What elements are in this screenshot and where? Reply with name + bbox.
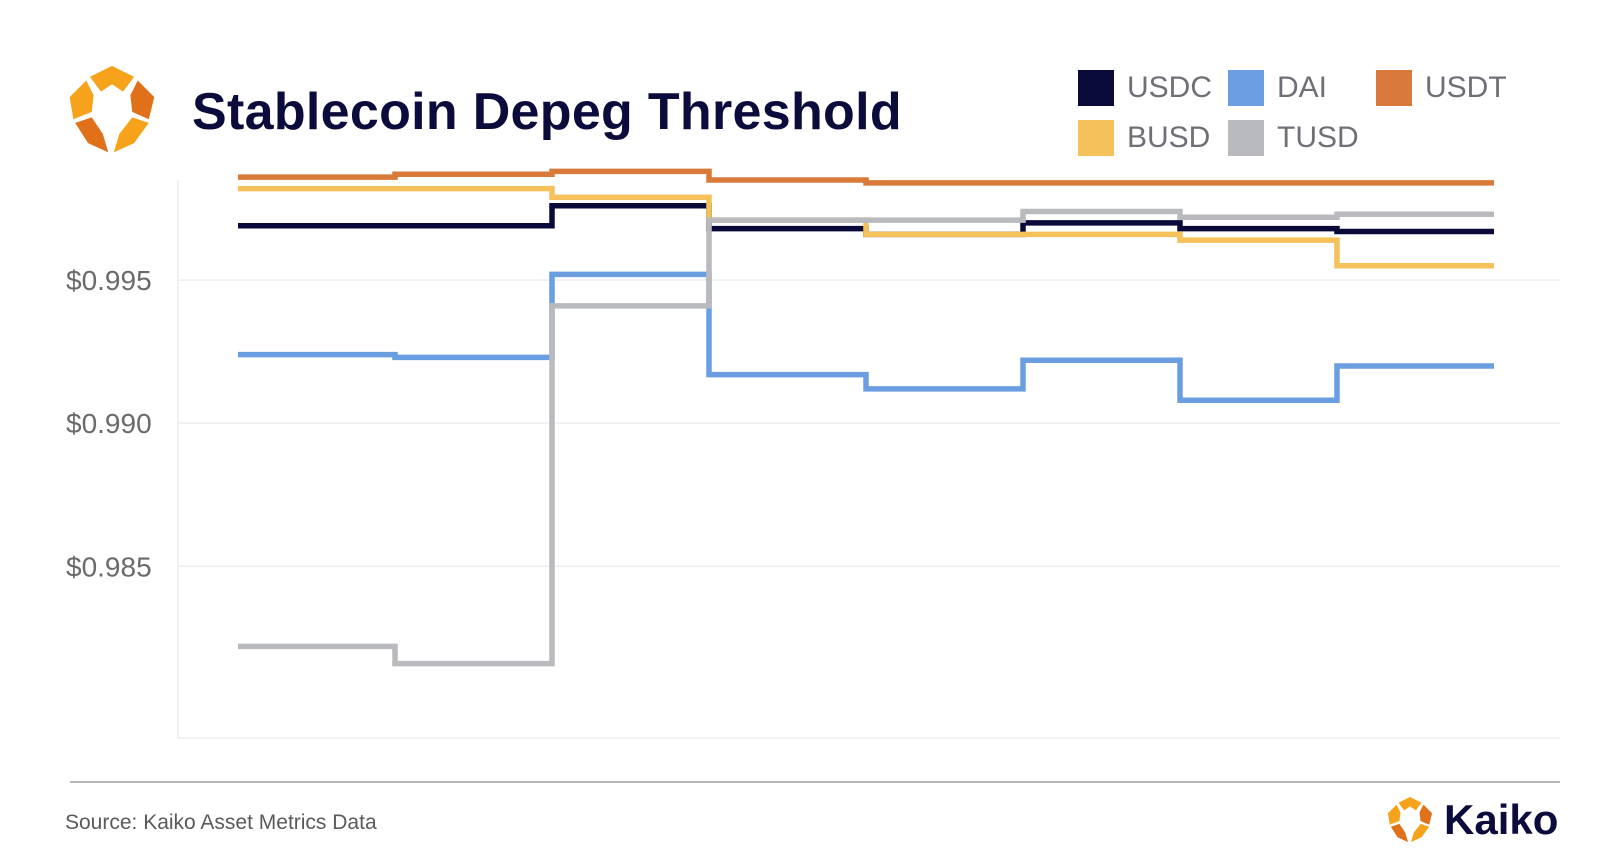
- legend-item-dai: DAI: [1228, 70, 1327, 106]
- legend-swatch-dai: [1228, 70, 1264, 106]
- y-tick-label: $0.990: [66, 408, 152, 439]
- y-tick-label: $0.985: [66, 551, 152, 582]
- legend-label-busd: BUSD: [1127, 121, 1211, 154]
- kaiko-brand-icon: [1387, 796, 1433, 843]
- legend-item-tusd: TUSD: [1228, 120, 1359, 156]
- legend-swatch-usdc: [1078, 70, 1114, 106]
- legend-item-usdt: USDT: [1376, 70, 1507, 106]
- chart-title: Stablecoin Depeg Threshold: [192, 83, 902, 141]
- legend-item-usdc: USDC: [1078, 70, 1212, 106]
- legend-label-usdc: USDC: [1127, 71, 1213, 104]
- footer-divider: [70, 781, 1560, 783]
- legend-item-busd: BUSD: [1078, 120, 1210, 156]
- legend-swatch-tusd: [1228, 120, 1264, 156]
- kaiko-logo-icon: [66, 64, 158, 156]
- series-line-usdt: [238, 168, 1494, 186]
- legend-label-dai: DAI: [1277, 71, 1328, 104]
- legend-label-usdt: USDT: [1425, 71, 1507, 104]
- legend-label-tusd: TUSD: [1277, 121, 1359, 154]
- series-line-dai: [238, 271, 1494, 404]
- y-tick-label: $0.995: [66, 265, 152, 296]
- source-note: Source: Kaiko Asset Metrics Data: [65, 811, 377, 834]
- brand-mark: Kaiko: [1386, 796, 1558, 844]
- series-line-tusd: [238, 208, 1494, 667]
- legend-swatch-busd: [1078, 120, 1114, 156]
- brand-name: Kaiko: [1444, 796, 1559, 843]
- legend-swatch-usdt: [1376, 70, 1412, 106]
- chart-legend: USDC DAI USDT BUSD TUSD: [0, 0, 1602, 170]
- series-line-busd: [238, 185, 1494, 269]
